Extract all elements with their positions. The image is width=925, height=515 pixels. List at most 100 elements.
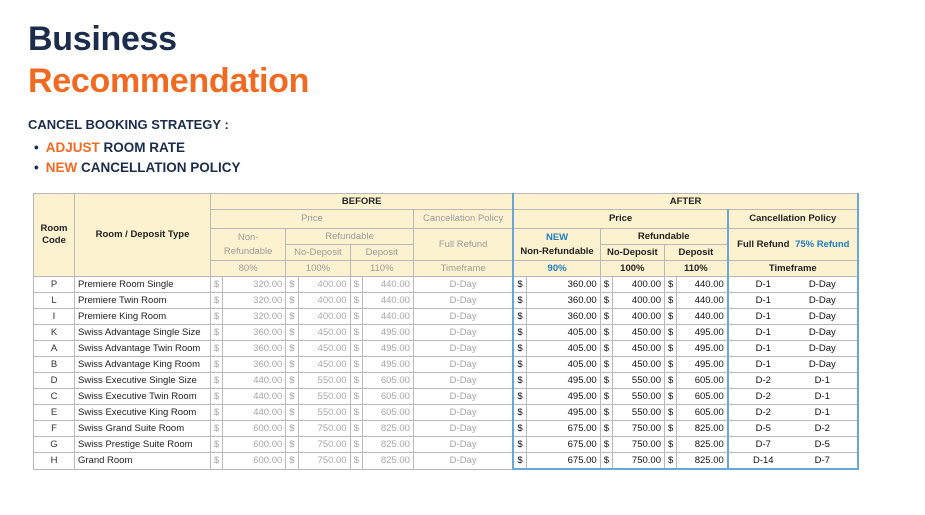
currency-cell: $ bbox=[349, 420, 363, 437]
currency-cell: $ bbox=[599, 372, 613, 389]
before-deposit-cell: 825.00 bbox=[361, 452, 414, 470]
header-before-refundable: Refundable bbox=[285, 228, 414, 245]
after-timeframe-cell: D-1 D-Day bbox=[726, 324, 859, 341]
currency-cell: $ bbox=[663, 420, 678, 437]
before-timeframe-cell: D-Day bbox=[412, 356, 514, 373]
before-deposit-cell: 440.00 bbox=[361, 308, 414, 325]
after-75-refund-value: D-7 bbox=[814, 454, 830, 466]
after-75-refund-value: D-1 bbox=[814, 374, 830, 386]
after-deposit-cell: 440.00 bbox=[676, 308, 729, 325]
room-type-cell: Swiss Executive Single Size bbox=[74, 372, 211, 389]
currency-cell: $ bbox=[512, 356, 527, 373]
before-non-refundable-cell: 360.00 bbox=[222, 324, 287, 341]
header-after-refund-policies: Full Refund 75% Refund bbox=[726, 228, 859, 261]
room-type-cell: Swiss Grand Suite Room bbox=[74, 420, 211, 437]
after-full-refund-value: D-1 bbox=[755, 358, 771, 370]
before-non-refundable-cell: 440.00 bbox=[222, 388, 287, 405]
currency-cell: $ bbox=[663, 372, 678, 389]
header-after-pct-100: 100% bbox=[599, 260, 665, 277]
room-type-cell: Grand Room bbox=[74, 452, 211, 470]
before-timeframe-cell: D-Day bbox=[412, 388, 514, 405]
after-full-refund-value: D-1 bbox=[755, 294, 771, 306]
currency-cell: $ bbox=[599, 420, 613, 437]
after-timeframe-cell: D-7 D-5 bbox=[726, 436, 859, 453]
table-row: K Swiss Advantage Single Size $360.00 $450.… bbox=[33, 324, 859, 341]
before-no-deposit-cell: 450.00 bbox=[297, 324, 351, 341]
before-timeframe-cell: D-Day bbox=[412, 340, 514, 357]
before-deposit-cell: 495.00 bbox=[361, 340, 414, 357]
currency-cell: $ bbox=[349, 452, 363, 470]
before-no-deposit-cell: 450.00 bbox=[297, 356, 351, 373]
room-type-cell: Swiss Executive Twin Room bbox=[74, 388, 211, 405]
before-deposit-cell: 440.00 bbox=[361, 276, 414, 293]
currency-cell: $ bbox=[512, 292, 527, 309]
after-no-deposit-cell: 550.00 bbox=[611, 404, 665, 421]
room-type-cell: Swiss Advantage Twin Room bbox=[74, 340, 211, 357]
currency-cell: $ bbox=[512, 340, 527, 357]
after-timeframe-cell: D-2 D-1 bbox=[726, 388, 859, 405]
before-non-refundable-cell: 600.00 bbox=[222, 436, 287, 453]
header-after-full-refund: Full Refund bbox=[737, 238, 790, 250]
currency-cell: $ bbox=[599, 292, 613, 309]
strategy-label: CANCEL BOOKING STRATEGY : bbox=[28, 117, 229, 132]
before-timeframe-cell: D-Day bbox=[412, 452, 514, 470]
before-non-refundable-cell: 600.00 bbox=[222, 420, 287, 437]
header-before-deposit: Deposit bbox=[349, 244, 414, 261]
after-full-refund-value: D-2 bbox=[755, 374, 771, 386]
after-non-refundable-cell: 360.00 bbox=[525, 292, 601, 309]
room-type-cell: Swiss Advantage King Room bbox=[74, 356, 211, 373]
before-non-refundable-cell: 320.00 bbox=[222, 276, 287, 293]
table-row: E Swiss Executive King Room $440.00 $550.00… bbox=[33, 404, 859, 421]
currency-cell: $ bbox=[512, 452, 527, 470]
after-deposit-cell: 825.00 bbox=[676, 452, 729, 470]
after-no-deposit-cell: 450.00 bbox=[611, 356, 665, 373]
after-timeframe-cell: D-1 D-Day bbox=[726, 276, 859, 293]
before-no-deposit-cell: 750.00 bbox=[297, 452, 351, 470]
before-timeframe-cell: D-Day bbox=[412, 372, 514, 389]
before-no-deposit-cell: 750.00 bbox=[297, 436, 351, 453]
after-non-refundable-cell: 675.00 bbox=[525, 420, 601, 437]
new-badge: NEW bbox=[545, 231, 569, 243]
after-deposit-cell: 605.00 bbox=[676, 372, 729, 389]
currency-cell: $ bbox=[349, 356, 363, 373]
after-no-deposit-cell: 550.00 bbox=[611, 388, 665, 405]
currency-cell: $ bbox=[285, 324, 299, 341]
table-row: F Swiss Grand Suite Room $600.00 $750.00 $82… bbox=[33, 420, 859, 437]
before-no-deposit-cell: 550.00 bbox=[297, 404, 351, 421]
after-non-refundable-cell: 495.00 bbox=[525, 388, 601, 405]
currency-cell: $ bbox=[349, 308, 363, 325]
before-timeframe-cell: D-Day bbox=[412, 292, 514, 309]
after-75-refund-value: D-1 bbox=[814, 390, 830, 402]
header-after-deposit: Deposit bbox=[663, 244, 729, 261]
header-after-price: Price bbox=[512, 209, 729, 229]
after-75-refund-value: D-Day bbox=[808, 326, 836, 338]
after-no-deposit-cell: 750.00 bbox=[611, 420, 665, 437]
currency-cell: $ bbox=[349, 324, 363, 341]
table-row: D Swiss Executive Single Size $440.00 $550.… bbox=[33, 372, 859, 389]
after-no-deposit-cell: 550.00 bbox=[611, 372, 665, 389]
before-deposit-cell: 825.00 bbox=[361, 420, 414, 437]
table-row: H Grand Room $600.00 $750.00 $825.00 D-Day $67… bbox=[33, 452, 859, 470]
currency-cell: $ bbox=[663, 356, 678, 373]
after-75-refund-value: D-Day bbox=[808, 310, 836, 322]
before-timeframe-cell: D-Day bbox=[412, 436, 514, 453]
currency-cell: $ bbox=[663, 276, 678, 293]
after-full-refund-value: D-1 bbox=[755, 310, 771, 322]
after-non-refundable-cell: 360.00 bbox=[525, 276, 601, 293]
after-deposit-cell: 440.00 bbox=[676, 276, 729, 293]
before-no-deposit-cell: 550.00 bbox=[297, 388, 351, 405]
header-before-pct-110: 110% bbox=[349, 260, 414, 277]
currency-cell: $ bbox=[512, 308, 527, 325]
after-no-deposit-cell: 400.00 bbox=[611, 292, 665, 309]
before-deposit-cell: 495.00 bbox=[361, 324, 414, 341]
before-deposit-cell: 605.00 bbox=[361, 372, 414, 389]
currency-cell: $ bbox=[599, 276, 613, 293]
currency-cell: $ bbox=[285, 388, 299, 405]
header-before: BEFORE bbox=[210, 193, 514, 210]
after-no-deposit-cell: 400.00 bbox=[611, 276, 665, 293]
after-full-refund-value: D-14 bbox=[752, 454, 774, 466]
before-non-refundable-cell: 360.00 bbox=[222, 356, 287, 373]
after-non-refundable-cell: 405.00 bbox=[525, 340, 601, 357]
header-room-type: Room / Deposit Type bbox=[74, 193, 211, 277]
after-75-refund-value: D-Day bbox=[808, 358, 836, 370]
